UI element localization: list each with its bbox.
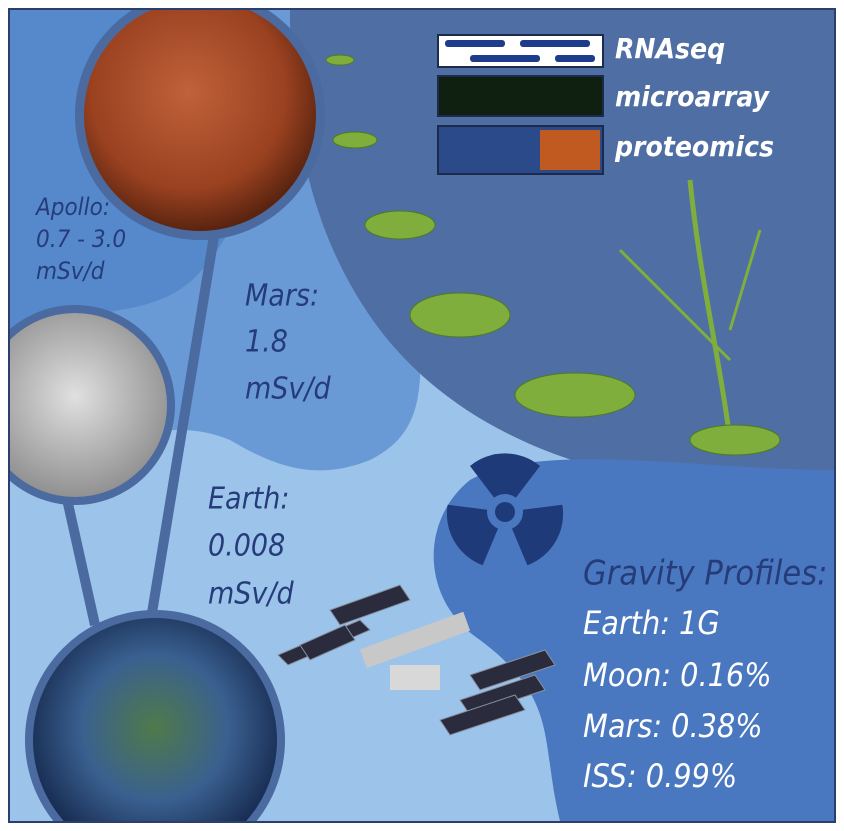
dose-value: 0.008 — [208, 529, 285, 564]
omics-label: proteomics — [614, 130, 774, 163]
dose-label: Earth: — [208, 482, 289, 517]
earth — [33, 618, 277, 821]
radiation-icon — [446, 453, 564, 566]
omics-label: microarray — [615, 80, 771, 113]
iss — [277, 584, 556, 736]
pole — [145, 229, 220, 626]
plants — [325, 54, 781, 456]
dose-value: 0.7 - 3.0 — [36, 225, 126, 253]
dose-unit: mSv/d — [245, 372, 331, 407]
dose-value: 1.8 — [245, 325, 288, 360]
moon — [10, 313, 167, 497]
omics-icons — [437, 34, 604, 175]
mars — [84, 10, 316, 231]
omics-label: RNAseq — [615, 32, 725, 65]
dose-unit: mSv/d — [208, 577, 294, 612]
gravity-item: ISS: 0.99% — [583, 757, 737, 795]
dose-label: Mars: — [245, 279, 319, 314]
gravity-item: Mars: 0.38% — [583, 707, 763, 745]
dose-unit: mSv/d — [36, 257, 105, 285]
dose-label: Apollo: — [34, 193, 110, 221]
pole — [60, 488, 100, 627]
gravity-item: Moon: 0.16% — [583, 656, 772, 694]
gravity-item: Earth: 1G — [583, 604, 720, 642]
gravity-title: Gravity Profiles: — [583, 554, 827, 594]
region-plants — [290, 10, 834, 492]
